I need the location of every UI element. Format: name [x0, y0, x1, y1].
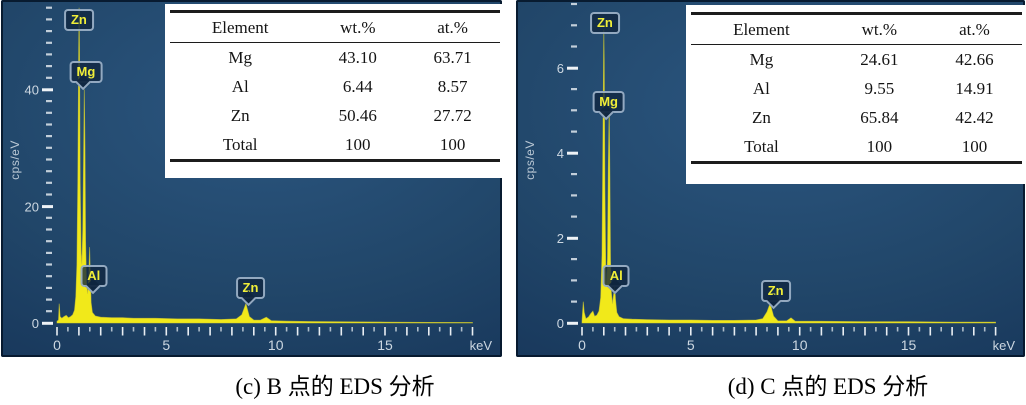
eds-spectrum-panel-c: 0 5 10 15 keV 0 2 4 6 cps/eV Element wt.% at.% Mg 24… [516, 0, 1025, 357]
peak-label-mg: Mg [69, 61, 103, 91]
table-header-row: Element wt.% at.% [170, 11, 500, 43]
table-cell: 100 [961, 137, 988, 156]
table-cell: 27.72 [433, 106, 472, 125]
peak-label-zn: Zn [589, 12, 620, 35]
spectrum-plot-b: 0 5 10 15 keV 0 20 40 cps/eV [8, 6, 492, 353]
table-cell: 43.10 [338, 48, 377, 67]
composition-table-b: Element wt.% at.% Mg 43.10 63.71 Al 6.44 8.57 Zn… [165, 4, 502, 178]
spectrum-area [56, 7, 473, 324]
x-tick-label: 15 [901, 337, 917, 353]
column-header: at.% [959, 20, 990, 39]
column-header: wt.% [340, 18, 376, 37]
table-cell: 50.46 [338, 106, 377, 125]
peak-label-mg: Mg [592, 90, 625, 121]
table-row: Total 100 100 [170, 130, 500, 161]
y-tick-label: 40 [25, 83, 39, 98]
table-cell: 42.66 [955, 50, 994, 69]
x-tick-label: 10 [792, 337, 808, 353]
x-axis-ticks: 0 5 10 15 keV [578, 327, 1015, 353]
table-cell: Mg [749, 50, 774, 69]
table-row: Al 6.44 8.57 [170, 72, 500, 101]
peak-label-al: Al [80, 265, 108, 295]
y-tick-label: 0 [32, 316, 39, 331]
table-cell: Zn [230, 106, 250, 125]
x-tick-label: 10 [268, 337, 284, 353]
table-cell: Total [222, 135, 258, 154]
peak-label-zn: Zn [760, 280, 791, 310]
peak-label-zn: Zn [63, 8, 94, 31]
table-cell: Total [744, 137, 779, 156]
caption-panel-b: (c) B 点的 EDS 分析 [235, 374, 435, 399]
x-axis-unit: keV [470, 338, 493, 353]
table-row: Total 100 100 [691, 132, 1022, 163]
table-row: Al 9.55 14.91 [691, 74, 1022, 103]
x-axis-unit: keV [993, 338, 1016, 353]
eds-table: Element wt.% at.% Mg 43.10 63.71 Al 6.44 8.57 Zn… [170, 10, 500, 162]
table-cell: 100 [439, 135, 466, 154]
peak-label-al: Al [602, 265, 630, 295]
column-header: wt.% [861, 20, 898, 39]
x-tick-label: 5 [162, 337, 170, 353]
y-tick-label: 0 [557, 316, 564, 331]
column-header: Element [733, 20, 790, 39]
x-axis-ticks: 0 5 10 15 keV [53, 327, 492, 353]
x-tick-label: 15 [377, 337, 393, 353]
table-cell: 8.57 [437, 77, 468, 96]
eds-table: Element wt.% at.% Mg 24.61 42.66 Al 9.55 14.91 Z… [691, 12, 1022, 164]
table-cell: 63.71 [433, 48, 472, 67]
y-axis-label: cps/eV [523, 140, 537, 180]
table-cell: 6.44 [342, 77, 373, 96]
y-axis-ticks: 0 20 40 cps/eV [8, 6, 53, 331]
table-row: Zn 50.46 27.72 [170, 101, 500, 130]
table-cell: Al [752, 79, 770, 98]
x-tick-label: 0 [578, 337, 586, 353]
column-header: at.% [437, 18, 468, 37]
table-row: Mg 24.61 42.66 [691, 45, 1022, 75]
table-cell: 9.55 [864, 79, 895, 98]
table-cell: 100 [866, 137, 893, 156]
table-cell: Zn [751, 108, 771, 127]
table-cell: 100 [345, 135, 371, 154]
table-cell: Mg [228, 48, 253, 67]
column-header: Element [211, 18, 269, 37]
y-tick-label: 4 [557, 146, 564, 161]
y-axis-ticks: 0 2 4 6 cps/eV [523, 2, 578, 331]
caption-panel-c: (d) C 点的 EDS 分析 [727, 374, 929, 399]
peak-label-zn: Zn [235, 277, 266, 307]
table-header-row: Element wt.% at.% [691, 13, 1022, 45]
eds-spectrum-panel-b: 0 5 10 15 keV 0 20 40 cps/eV Element wt.% at.% Mg 4… [1, 0, 502, 357]
table-cell: 65.84 [860, 108, 899, 127]
y-tick-label: 2 [557, 231, 564, 246]
y-axis-label: cps/eV [8, 140, 22, 180]
table-cell: 24.61 [860, 50, 899, 69]
x-tick-label: 5 [687, 337, 695, 353]
composition-table-c: Element wt.% at.% Mg 24.61 42.66 Al 9.55 14.91 Z… [686, 5, 1025, 184]
y-tick-label: 6 [557, 61, 564, 76]
table-row: Mg 43.10 63.71 [170, 43, 500, 73]
x-tick-label: 0 [53, 337, 61, 353]
table-cell: 42.42 [955, 108, 994, 127]
spectrum-path [56, 7, 473, 324]
table-cell: 14.91 [955, 79, 994, 98]
y-tick-label: 20 [25, 199, 39, 214]
table-row: Zn 65.84 42.42 [691, 103, 1022, 132]
table-cell: Al [231, 77, 249, 96]
